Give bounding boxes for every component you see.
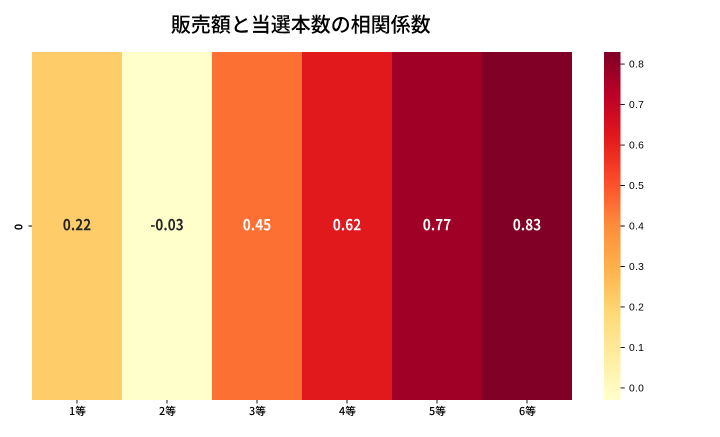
svg-text:0.6: 0.6 <box>629 141 644 152</box>
svg-text:0.1: 0.1 <box>629 343 644 354</box>
svg-text:0.0: 0.0 <box>629 384 644 395</box>
svg-text:0.2: 0.2 <box>629 303 644 314</box>
svg-text:0.5: 0.5 <box>629 181 644 192</box>
svg-text:0.7: 0.7 <box>629 100 644 111</box>
svg-text:0.4: 0.4 <box>629 222 644 233</box>
svg-text:0.3: 0.3 <box>629 262 644 273</box>
svg-text:0.8: 0.8 <box>629 60 644 71</box>
